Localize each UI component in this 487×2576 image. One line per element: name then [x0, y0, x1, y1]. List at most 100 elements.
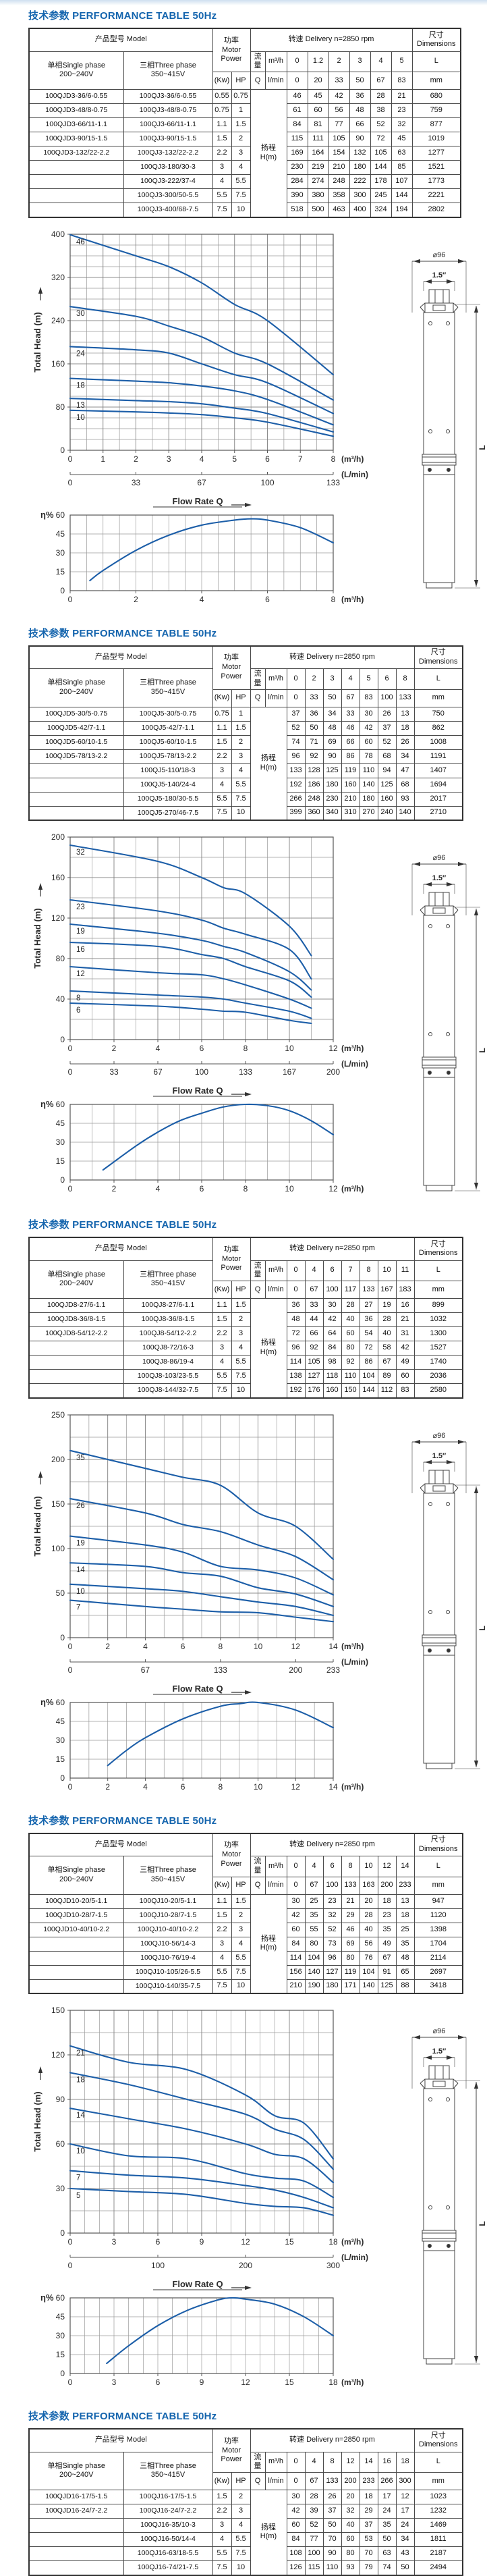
power-kw: 0.75 [212, 103, 232, 118]
head-value: 105 [304, 1355, 324, 1370]
table-row: 100QJ10-56/14-3 3 4 84 80 73 69 56 49 35 1704 [28, 1936, 463, 1952]
model-single-phase: 100QJD10-40/10-2.2 [28, 1922, 124, 1937]
head-value: 500 [307, 203, 329, 217]
section-title: 技术参数 PERFORMANCE TABLE 50Hz [28, 8, 487, 22]
y-tick-label: 200 [51, 1455, 65, 1464]
curve-label-13: 13 [76, 402, 85, 410]
lmin-tick-label: 100 [260, 478, 274, 487]
table-row: 100QJD3-48/8-0.75 100QJ3-48/8-0.75 0.75 1 61… [28, 103, 461, 118]
power-hp: 4 [231, 763, 251, 778]
power-hp: 2 [231, 132, 251, 146]
length-value: 3418 [413, 1979, 463, 1994]
length-value: 1407 [413, 763, 463, 778]
head-value: 340 [322, 805, 342, 821]
pump-curve-21 [69, 2045, 335, 2160]
curve-label-7: 7 [76, 2174, 80, 2182]
head-value: 47 [395, 763, 415, 778]
head-value: 90 [349, 132, 371, 146]
y-tick-label: 60 [56, 2139, 65, 2149]
head-value: 35 [395, 1936, 415, 1952]
col-header-single-phase: 单相Single phase 200~240V [28, 1260, 124, 1299]
head-value: 96 [286, 1341, 306, 1356]
power-kw: 5.5 [212, 188, 232, 203]
outlet-nut [428, 892, 450, 907]
head-value: 248 [328, 174, 350, 189]
eta-plot-border [69, 1701, 334, 1779]
head-value: 60 [341, 2532, 360, 2547]
table-row: 100QJ3-222/37-4 4 5.5 284 274 248 222 178 107 177… [28, 174, 461, 189]
col-header-q: Q [250, 2472, 266, 2490]
flow-value-lmin: 133 [341, 1876, 360, 1895]
head-value: 222 [349, 174, 371, 189]
head-value: 42 [286, 1908, 306, 1923]
model-three-phase: 100QJ10-76/19-4 [123, 1950, 213, 1966]
model-three-phase: 100QJ3-66/11-1.1 [123, 117, 213, 132]
model-single-phase [28, 1341, 124, 1356]
eta-y-tick-label: 30 [56, 1137, 65, 1147]
col-header-lmin: l/min [264, 2472, 287, 2490]
head-value: 324 [370, 203, 392, 217]
lmin-tick-label: 300 [326, 2261, 340, 2270]
model-single-phase: 100QJD16-24/7-2.2 [28, 2504, 124, 2519]
eta-x-tick-label: 12 [328, 1184, 338, 1193]
power-hp: 2 [231, 2490, 251, 2504]
head-value: 18 [359, 2490, 378, 2504]
model-single-phase [28, 1383, 124, 1398]
head-value: 110 [341, 1369, 360, 1384]
head-value: 84 [322, 1341, 342, 1356]
head-value: 284 [286, 174, 308, 189]
col-header-hp: HP [231, 72, 251, 90]
flow-value-lmin: 0 [286, 72, 308, 90]
x-tick-label: 6 [156, 2237, 161, 2247]
head-value: 67 [377, 1355, 397, 1370]
dia-dim-label: ⌀96 [433, 854, 446, 862]
model-single-phase: 100QJD3-36/6-0.55 [28, 89, 124, 104]
head-value: 160 [322, 1383, 342, 1398]
eta-x-tick-label: 2 [112, 1184, 117, 1193]
performance-table: 产品型号 Model 功率 Motor Power 转速 Delivery n=2850… [28, 28, 461, 218]
lmin-tick-label: 33 [132, 478, 141, 487]
head-value: 380 [307, 188, 329, 203]
eta-x-tick-label: 8 [244, 1184, 248, 1193]
col-header-flow: 流量 [250, 51, 266, 72]
bottom-cap [426, 1185, 453, 1191]
head-value: 18 [395, 1908, 415, 1923]
flow-value-m3h: 11 [395, 1260, 415, 1281]
table-row: 100QJ16-35/10-3 3 4 60 52 50 40 37 35 24 1469 [28, 2518, 463, 2533]
head-value: 61 [286, 103, 308, 118]
head-value: 37 [286, 706, 306, 722]
efficiency-curve [106, 2297, 335, 2365]
lmin-tick-label: 200 [289, 1665, 302, 1675]
col-header-kw: (Kw) [212, 2472, 232, 2490]
flow-value-m3h: 4 [341, 668, 360, 690]
col-header-lmin: l/min [264, 1876, 287, 1895]
power-kw: 0.55 [212, 89, 232, 104]
length-value: 2036 [413, 1369, 463, 1384]
L-arrow-bottom-icon [474, 1760, 479, 1767]
head-value: 140 [395, 805, 415, 821]
power-kw: 1.5 [212, 734, 232, 750]
motor-body [423, 1655, 455, 1763]
head-value: 126 [286, 2560, 306, 2575]
head-value: 108 [286, 2546, 306, 2561]
flow-value-m3h: 0 [286, 2451, 306, 2473]
length-value: 2221 [411, 188, 461, 203]
eta-x-tick-label: 2 [105, 1782, 110, 1792]
y-tick-label: 50 [56, 1588, 65, 1598]
section-title-en: PERFORMANCE TABLE 50Hz [72, 1815, 217, 1827]
head-value: 94 [377, 763, 397, 778]
power-kw: 5.5 [212, 1369, 232, 1384]
pump-outline [411, 261, 480, 588]
head-value: 48 [286, 1312, 306, 1327]
pump-body [423, 2088, 455, 2231]
rivet-icon [447, 1071, 451, 1075]
head-value: 52 [304, 2518, 324, 2533]
dia-arrow-right-icon [458, 861, 465, 867]
flow-value-m3h: 0 [286, 1260, 306, 1281]
flow-value-lmin: 100 [322, 1876, 342, 1895]
y-axis-arrowhead-icon [38, 286, 43, 294]
x-tick-label: 2 [134, 454, 138, 464]
head-value: 28 [304, 2490, 324, 2504]
bolt-icon [446, 2205, 450, 2209]
power-kw: 4 [212, 1950, 232, 1966]
